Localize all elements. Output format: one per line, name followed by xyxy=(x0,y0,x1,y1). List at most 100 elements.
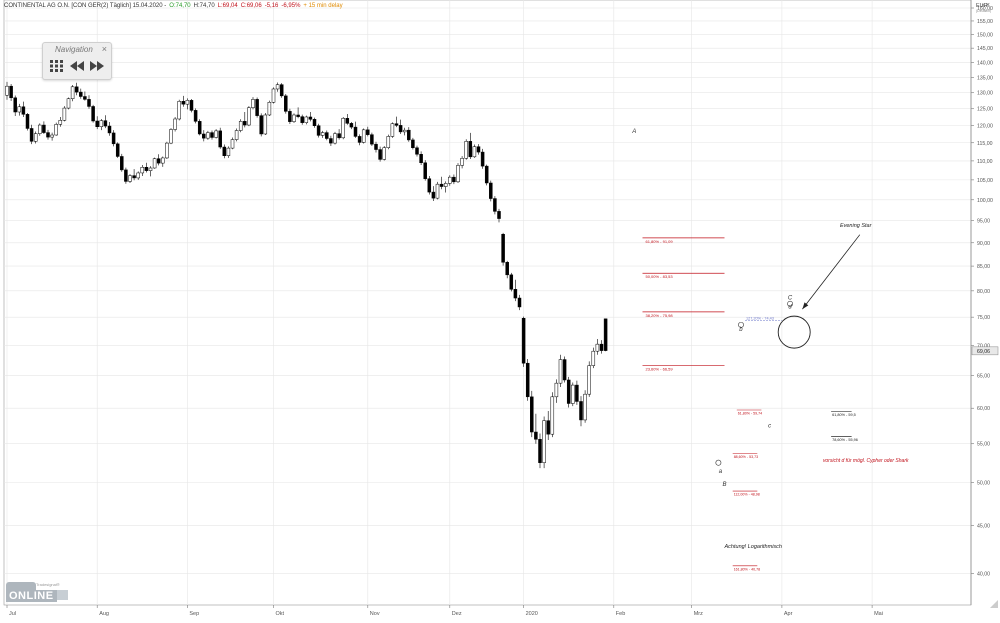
currency-sub-label: (Deutsch) xyxy=(976,9,991,13)
candle-body xyxy=(74,86,79,93)
candle-body xyxy=(238,121,243,131)
candle-body xyxy=(70,86,75,99)
y-tick-label: 110,00 xyxy=(977,159,993,165)
candle-body xyxy=(79,91,83,97)
logo-word: ONLINE xyxy=(6,590,57,602)
candle-body xyxy=(464,141,468,159)
candle-body xyxy=(25,114,30,129)
x-tick-label: Apr xyxy=(784,611,793,617)
candle-body xyxy=(300,116,304,123)
candle-body xyxy=(120,156,124,171)
level-label: 88,60% - 53,73 xyxy=(734,455,758,459)
candle-body xyxy=(83,96,87,100)
close-value: C:69,06 xyxy=(240,3,262,9)
candle-body xyxy=(394,123,399,126)
candle-body xyxy=(165,142,169,159)
candle-body xyxy=(247,107,251,126)
candle-body xyxy=(177,101,181,120)
candle-body xyxy=(5,85,9,96)
level-label: 161,80% - 40,78 xyxy=(734,567,760,571)
plot-frame xyxy=(3,0,972,606)
grid-icon[interactable] xyxy=(50,60,64,75)
candle-body xyxy=(427,178,432,193)
candle-body xyxy=(542,420,546,463)
pattern-point-label: b xyxy=(739,327,743,333)
y-tick-label: 85,00 xyxy=(977,264,990,270)
candle-body xyxy=(320,132,325,136)
candle-body xyxy=(173,118,177,130)
y-tick-label: 125,00 xyxy=(977,107,993,113)
candle-body xyxy=(132,175,136,179)
y-tick-label: 145,00 xyxy=(977,46,993,52)
candle-body xyxy=(439,183,444,187)
candle-body xyxy=(13,97,17,113)
candle-body xyxy=(259,115,263,135)
y-tick-label: 140,00 xyxy=(977,60,993,66)
close-icon[interactable]: × xyxy=(101,44,107,54)
candle-body xyxy=(374,143,378,150)
evening-star-circle xyxy=(777,315,811,349)
chart-annotation: Evening Star xyxy=(840,223,873,229)
candle-body xyxy=(197,121,202,135)
candle-body xyxy=(603,318,608,351)
candle-body xyxy=(480,151,485,167)
candle-body xyxy=(390,123,395,137)
candle-body xyxy=(304,116,309,123)
candle-body xyxy=(62,107,67,121)
y-tick-label: 70,00 xyxy=(977,343,990,349)
candle-body xyxy=(128,175,132,182)
target-label: 78,60% - 55,96 xyxy=(832,438,858,442)
candle-body xyxy=(316,125,321,136)
candle-body xyxy=(296,114,300,117)
fib-label: 61,80% - 91,09 xyxy=(646,239,674,244)
pattern-point-label: C xyxy=(788,296,793,302)
candle-body xyxy=(148,167,153,171)
point-circle xyxy=(715,459,722,466)
candle-body xyxy=(202,133,206,139)
candle-body xyxy=(251,99,255,109)
y-tick-label: 120,00 xyxy=(977,123,993,129)
candle-body xyxy=(193,110,198,122)
candle-body xyxy=(407,129,411,141)
candle-body xyxy=(218,130,222,148)
candle-body xyxy=(312,119,317,126)
x-tick-label: Mrz xyxy=(694,611,703,617)
fib-label: 50,00% - 83,53 xyxy=(646,274,674,279)
candle-body xyxy=(443,183,448,187)
candle-body xyxy=(234,130,239,140)
pattern-point-label: A xyxy=(631,129,636,135)
minimize-icon[interactable]: ▫ xyxy=(981,2,984,9)
candle-body xyxy=(9,85,13,99)
candle-body xyxy=(402,129,407,133)
candle-body xyxy=(87,99,91,107)
x-tick-label: Sep xyxy=(189,611,199,617)
candle-body xyxy=(95,120,99,127)
candle-body xyxy=(38,124,42,134)
candle-body xyxy=(107,125,112,134)
close-window-icon[interactable]: × xyxy=(985,2,990,9)
candle-body xyxy=(587,365,591,395)
y-tick-label: 130,00 xyxy=(977,91,993,97)
candle-body xyxy=(419,154,423,163)
candle-body xyxy=(189,100,194,111)
candle-body xyxy=(448,176,452,184)
candle-body xyxy=(513,289,518,299)
y-tick-label: 45,00 xyxy=(977,524,990,530)
chart-annotation: Achtung! Logarithmisch xyxy=(724,544,782,550)
pattern-point-label: a xyxy=(719,469,723,475)
y-tick-label: 150,00 xyxy=(977,32,993,38)
candle-body xyxy=(42,124,46,133)
candle-body xyxy=(353,126,358,137)
candle-body xyxy=(46,132,50,138)
last-price-box xyxy=(971,346,999,356)
candle-body xyxy=(325,132,329,139)
y-tick-label: 90,00 xyxy=(977,241,990,247)
extension-label: 127,20% - 74,43 xyxy=(746,316,774,320)
candle-body xyxy=(140,166,145,174)
candle-body xyxy=(509,274,514,290)
rewind-icon[interactable] xyxy=(70,60,84,75)
candle-body xyxy=(468,141,473,158)
fast-forward-icon[interactable] xyxy=(90,60,104,75)
candle-body xyxy=(435,183,440,199)
